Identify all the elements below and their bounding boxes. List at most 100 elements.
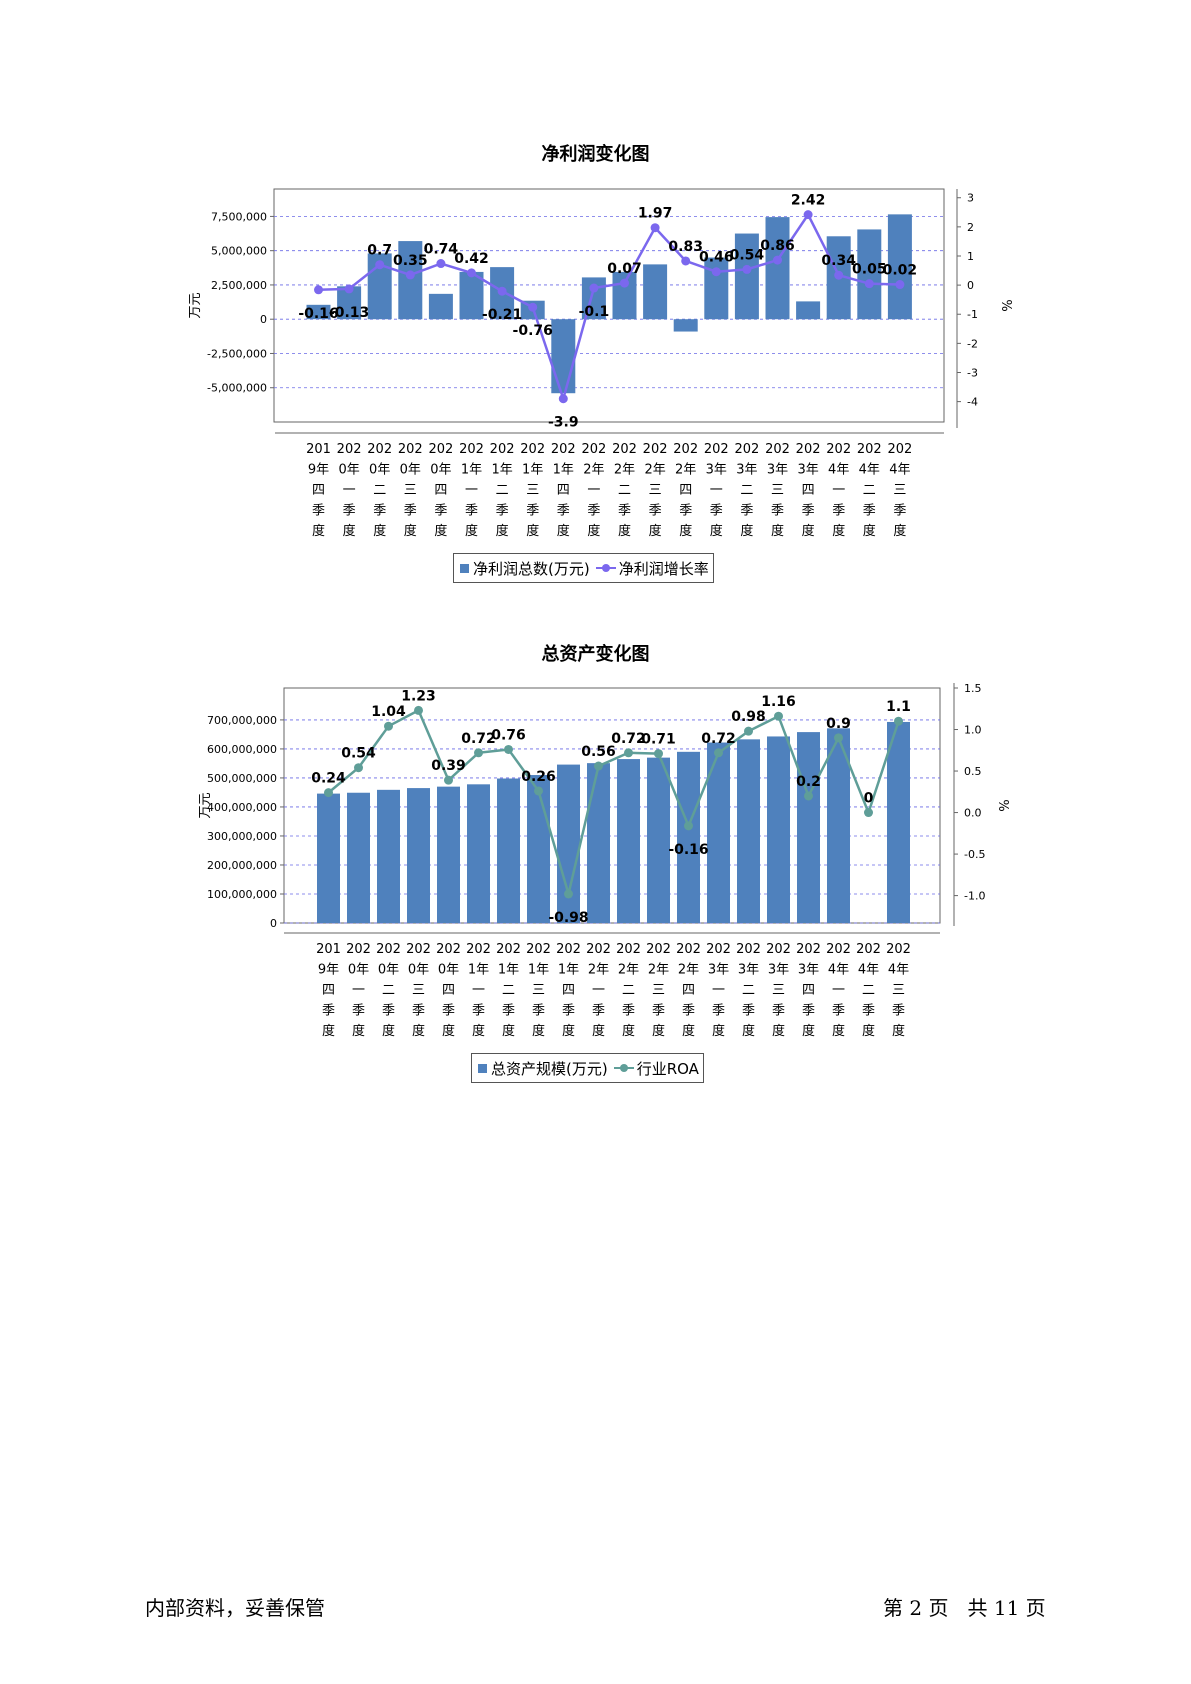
bar [767, 736, 790, 923]
data-label: 0.05 [852, 262, 887, 278]
x-tick-label: 202 3年二季度 [736, 942, 761, 1039]
x-tick-label: 202 2年二季度 [612, 442, 637, 539]
bar [827, 728, 850, 923]
legend-label-line: 行业ROA [636, 1059, 699, 1078]
line-point [624, 748, 633, 758]
data-label: 0.24 [311, 771, 346, 787]
x-tick-label: 202 3年四季度 [796, 442, 821, 539]
y2-tick-label: -1 [967, 308, 978, 321]
data-label: 0.54 [341, 746, 376, 762]
bar [887, 721, 910, 923]
x-tick-label: 201 9年四季度 [306, 442, 331, 539]
x-tick-label: 202 4年一季度 [826, 442, 851, 539]
data-label: 0.35 [393, 253, 428, 269]
bar [467, 784, 490, 923]
data-label: -3.9 [548, 415, 579, 431]
line-point [436, 259, 446, 269]
y-tick-label: 300,000,000 [207, 830, 277, 843]
data-label: 0 [864, 791, 874, 807]
bar [704, 257, 729, 320]
x-tick-label: 202 0年二季度 [376, 942, 401, 1039]
line-point [864, 808, 873, 818]
x-tick-label: 202 4年三季度 [886, 942, 911, 1039]
line-point [314, 285, 323, 295]
data-label: 0.54 [730, 247, 765, 263]
x-tick-label: 202 2年四季度 [673, 442, 698, 539]
line-point [681, 256, 691, 266]
y-tick-label: 700,000,000 [207, 714, 277, 727]
x-tick-label: 202 4年二季度 [857, 442, 882, 539]
x-tick-label: 202 1年一季度 [459, 442, 484, 539]
legend-label-line: 净利润增长率 [618, 559, 709, 578]
line-point [564, 889, 573, 899]
y2-tick-label: -1.0 [964, 890, 985, 903]
y2-axis-title: % [995, 799, 1010, 811]
line-point [894, 716, 903, 726]
data-label: 0.7 [367, 243, 392, 259]
data-label: 0.76 [491, 727, 526, 743]
bar [551, 319, 576, 394]
y2-tick-label: 1.0 [964, 724, 982, 737]
y2-tick-label: 3 [967, 192, 974, 205]
x-tick-label: 202 4年一季度 [826, 942, 851, 1039]
data-label: 0.26 [521, 769, 556, 785]
data-label: 0.46 [699, 250, 734, 266]
chart-legend: 净利润总数(万元) 净利润增长率 [453, 553, 714, 583]
bar [306, 304, 331, 320]
line-point [864, 279, 874, 289]
total-assets-chart: 总资产变化图 0 100,000,000 200,000,000 300,000,00… [0, 640, 1191, 1100]
bar [398, 241, 423, 320]
x-tick-label: 201 9年四季度 [316, 942, 341, 1039]
y2-tick-label: -4 [967, 396, 978, 409]
bar [707, 742, 730, 923]
bar [527, 775, 550, 923]
chart-legend: 总资产规模(万元) 行业ROA [471, 1053, 704, 1083]
bar [673, 319, 698, 332]
data-label: -0.98 [548, 910, 588, 926]
legend-label-bar: 总资产规模(万元) [491, 1059, 608, 1078]
data-label: 0.71 [641, 732, 676, 748]
x-tick-label: 202 1年一季度 [466, 942, 491, 1039]
line-point [497, 286, 507, 296]
bar [647, 757, 670, 923]
y-tick-label: -5,000,000 [207, 382, 267, 395]
bar [459, 271, 484, 320]
line-point [895, 280, 905, 290]
line-series [327, 708, 900, 899]
x-tick-label: 202 3年三季度 [766, 942, 791, 1039]
bar [497, 778, 520, 923]
x-tick-label: 202 0年一季度 [346, 942, 371, 1039]
data-label: 0.02 [883, 263, 918, 279]
data-label: 0.56 [581, 744, 616, 760]
data-label: -0.76 [513, 323, 553, 339]
x-tick-label: 202 4年二季度 [856, 942, 881, 1039]
data-label: 0.72 [461, 731, 496, 747]
line-point [444, 775, 453, 785]
line-point [354, 763, 363, 773]
line-point [834, 270, 844, 280]
bar [734, 233, 759, 320]
data-label: 1.1 [886, 699, 911, 715]
line-point [774, 711, 783, 721]
data-label: 0.9 [826, 716, 851, 732]
y-tick-label: 200,000,000 [207, 859, 277, 872]
bar [796, 301, 821, 320]
line-point [594, 761, 603, 771]
line-point [384, 721, 393, 731]
line-point [414, 705, 423, 715]
bar [557, 764, 580, 923]
data-label: 0.74 [424, 242, 459, 258]
line-point [467, 268, 476, 278]
data-label: 1.04 [371, 704, 406, 720]
bar [643, 264, 668, 320]
bar [765, 217, 790, 320]
y2-tick-label: 2 [967, 221, 974, 234]
x-tick-label: 202 0年二季度 [367, 442, 392, 539]
line-point [324, 788, 333, 798]
line-point [528, 302, 538, 312]
y-axis-title: 万元 [188, 292, 203, 318]
line-point [589, 283, 599, 293]
data-label: 0.72 [701, 731, 736, 747]
y-tick-label: 7,500,000 [211, 210, 267, 223]
x-tick-label: 202 4年三季度 [887, 442, 912, 539]
